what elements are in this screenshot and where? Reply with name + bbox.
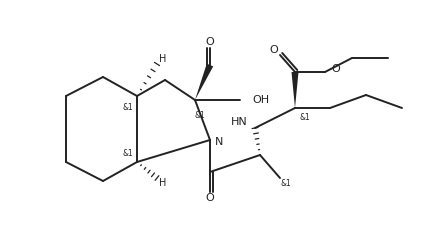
Text: OH: OH [252,95,269,105]
Text: &1: &1 [281,179,291,188]
Text: O: O [331,64,340,74]
Text: H: H [159,54,167,64]
Polygon shape [195,64,213,100]
Polygon shape [292,72,298,108]
Text: &1: &1 [123,103,134,111]
Text: HN: HN [231,117,248,127]
Text: &1: &1 [195,110,205,119]
Text: &1: &1 [123,148,134,158]
Text: O: O [206,37,215,47]
Text: &1: &1 [300,113,310,122]
Text: H: H [159,178,167,188]
Text: N: N [215,137,223,147]
Text: O: O [206,193,215,203]
Text: O: O [270,45,279,55]
